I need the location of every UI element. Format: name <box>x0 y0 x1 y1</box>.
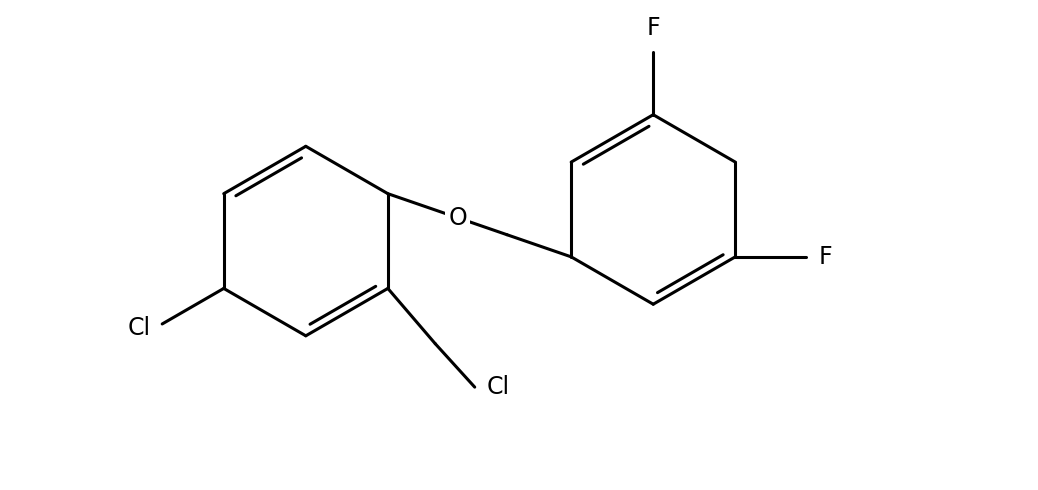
Text: F: F <box>818 245 831 269</box>
Text: F: F <box>647 16 660 40</box>
Text: Cl: Cl <box>487 375 510 399</box>
Text: O: O <box>448 206 467 230</box>
Text: Cl: Cl <box>128 316 151 340</box>
